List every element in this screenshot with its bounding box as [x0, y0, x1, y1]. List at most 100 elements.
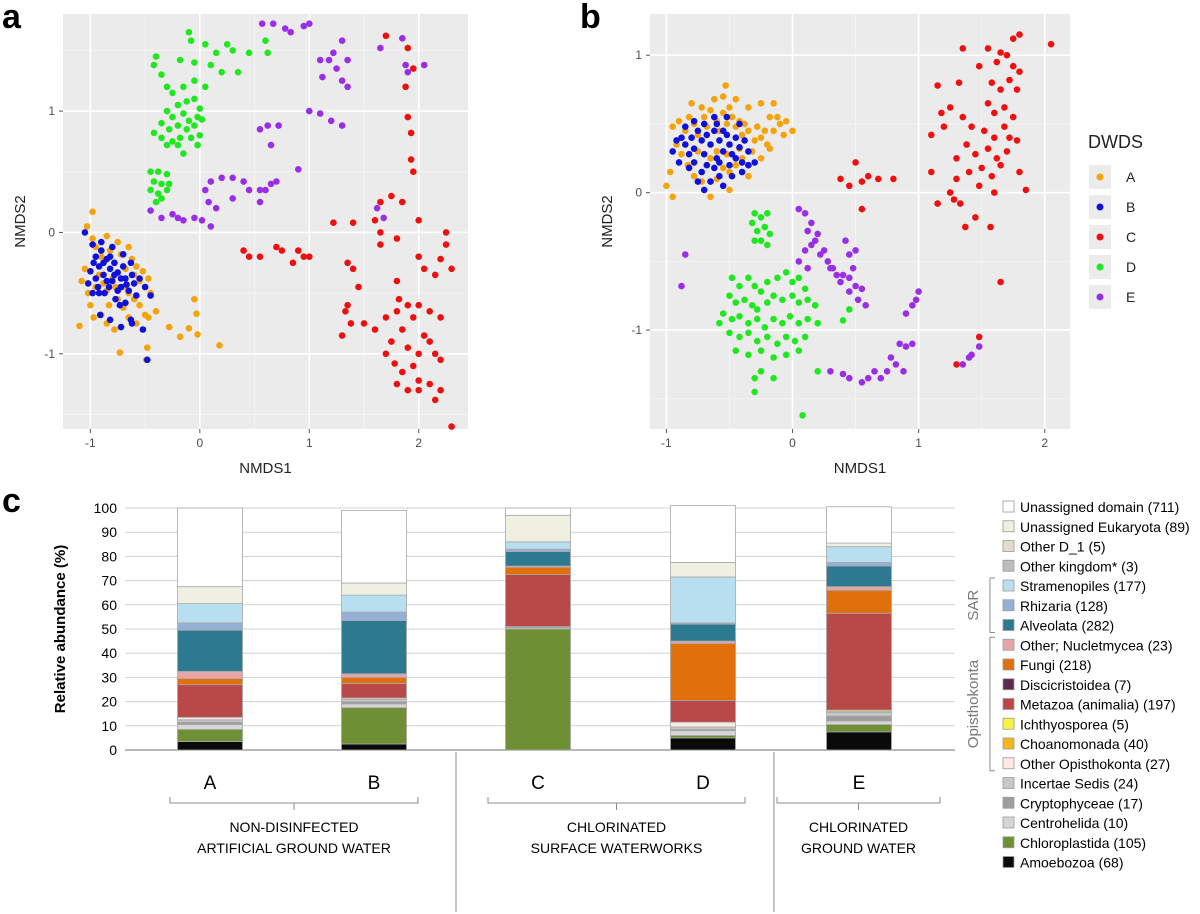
data-point-C: [278, 247, 286, 254]
data-point-C: [1001, 104, 1008, 111]
data-point-D: [770, 292, 777, 300]
data-point-B: [736, 120, 743, 128]
data-point-D: [218, 68, 225, 76]
data-point-E: [256, 186, 264, 194]
data-point-A: [116, 349, 124, 356]
bar-segment: [177, 603, 243, 624]
data-point-B: [81, 229, 89, 236]
data-point-C: [410, 65, 417, 72]
x-axis-title: NMDS1: [239, 460, 292, 477]
data-point-C: [330, 219, 337, 226]
data-point-C: [404, 386, 412, 394]
data-point-E: [842, 237, 849, 244]
data-point-E: [207, 223, 215, 230]
data-point-B: [98, 247, 105, 254]
data-point-A: [745, 104, 752, 111]
scatter-plot-b: -1 0 1 2 -1 0 1 NMDS1 NMDS2: [599, 14, 1070, 477]
data-point-E: [975, 343, 983, 350]
legend-item-label: Other Opisthokonta (27): [1020, 756, 1170, 772]
data-point-C: [837, 175, 844, 183]
legend-item-label: Cryptophyceae (17): [1020, 795, 1143, 811]
bar-segment: [341, 673, 407, 678]
plot-background: [650, 14, 1070, 429]
data-point-E: [795, 205, 803, 213]
bar-segment: [826, 546, 892, 563]
bar-segment: [826, 586, 892, 591]
data-point-A: [675, 117, 683, 125]
data-point-C: [858, 205, 866, 213]
data-point-E: [864, 374, 872, 382]
bar-segment: [826, 562, 892, 567]
data-point-E: [846, 374, 853, 382]
data-point-D: [716, 319, 723, 327]
bar-segment: [670, 643, 736, 701]
data-point-A: [144, 344, 151, 352]
data-point-B: [703, 131, 711, 139]
data-point-D: [150, 61, 158, 69]
data-point-E: [846, 288, 853, 295]
data-point-C: [928, 131, 935, 139]
data-point-C: [289, 259, 297, 267]
data-point-E: [892, 361, 900, 368]
data-point-B: [738, 159, 746, 166]
data-point-A: [707, 193, 714, 201]
bar-segment: [177, 729, 243, 742]
data-point-B: [116, 301, 124, 309]
data-point-E: [814, 230, 821, 238]
data-point-D: [753, 315, 761, 323]
bar-segment: [341, 707, 407, 745]
plot-background: [63, 14, 468, 429]
bar-segment: [505, 574, 571, 627]
data-point-C: [344, 301, 351, 309]
data-point-B: [92, 275, 100, 282]
data-point-C: [997, 86, 1004, 93]
group-label: ARTIFICIAL GROUND WATER: [197, 840, 391, 856]
data-point-D: [158, 134, 165, 142]
data-point-A: [738, 131, 746, 139]
bar-segment: [177, 586, 243, 604]
data-point-B: [101, 289, 108, 297]
data-point-E: [804, 227, 811, 235]
data-point-C: [957, 200, 964, 207]
data-point-B: [690, 145, 698, 152]
group-label: NON-DISINFECTED: [229, 819, 358, 835]
data-point-D: [846, 306, 853, 313]
bar-segment: [177, 678, 243, 686]
data-point-D: [180, 150, 187, 157]
data-point-A: [745, 172, 752, 180]
data-point-C: [442, 229, 450, 236]
data-point-C: [980, 127, 988, 135]
data-point-B: [127, 316, 135, 324]
bar-y-tick-label: 90: [101, 524, 117, 540]
data-point-A: [669, 123, 676, 130]
data-point-C: [426, 308, 434, 315]
data-point-D: [757, 237, 765, 244]
bar-category-label: E: [853, 773, 866, 794]
data-point-C: [984, 100, 992, 107]
legend-swatch: [1002, 796, 1015, 809]
bar-segment: [341, 582, 407, 596]
data-point-C: [371, 217, 379, 224]
y-axis-title: NMDS2: [12, 195, 29, 248]
data-point-D: [764, 210, 771, 217]
data-point-C: [410, 314, 417, 321]
data-point-D: [223, 41, 231, 48]
bar-y-tick-label: 30: [101, 669, 117, 685]
data-point-A: [90, 314, 97, 321]
data-point-B: [698, 168, 705, 176]
data-point-A: [700, 113, 708, 121]
data-point-C: [431, 271, 439, 279]
data-point-D: [814, 368, 821, 375]
data-point-A: [776, 120, 784, 128]
data-point-D: [191, 77, 198, 84]
legend-swatch: [1002, 540, 1015, 552]
legend-swatch: [1002, 559, 1015, 572]
data-point-E: [846, 274, 853, 282]
data-point-B: [751, 159, 758, 166]
bar-segment: [341, 620, 407, 675]
legend-label-E: E: [1126, 289, 1135, 305]
y-tick-label: -1: [44, 347, 55, 361]
data-point-C: [993, 58, 1001, 66]
bar-segment: [826, 542, 892, 548]
